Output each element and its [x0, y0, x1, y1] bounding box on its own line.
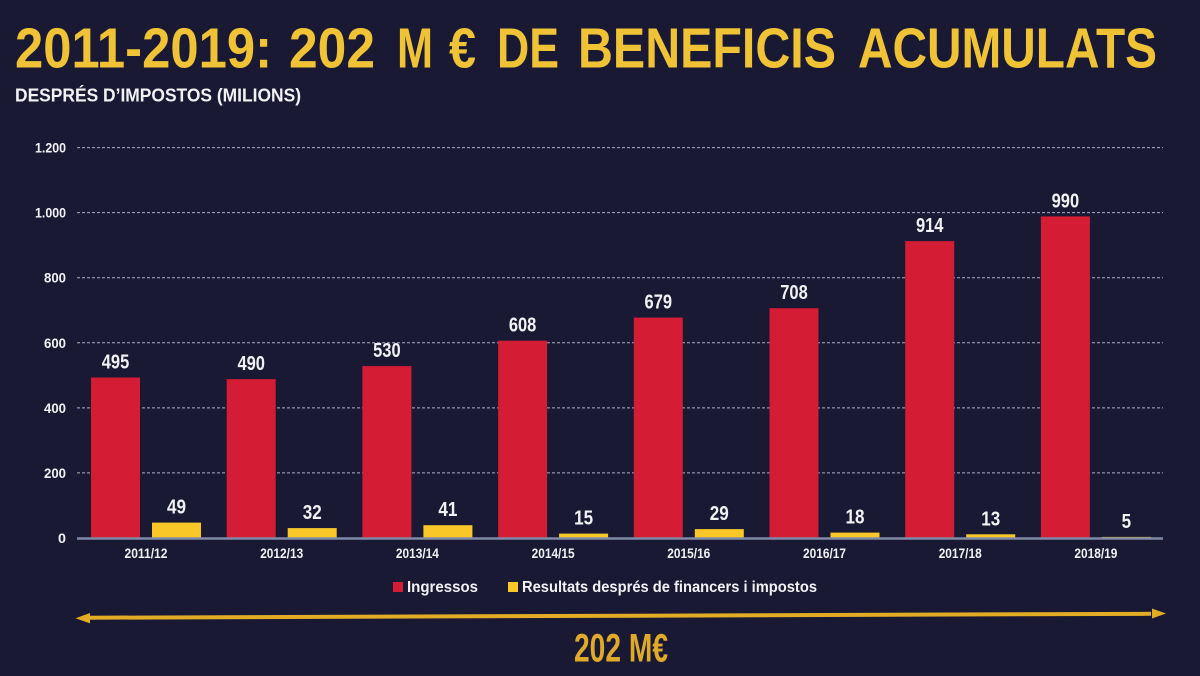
svg-text:2012/13: 2012/13 — [260, 545, 303, 561]
svg-text:Resultats després de financers: Resultats després de financers i imposto… — [522, 579, 817, 596]
svg-text:2017/18: 2017/18 — [939, 545, 982, 561]
svg-text:530: 530 — [373, 340, 401, 362]
svg-text:32: 32 — [303, 502, 322, 524]
svg-text:€: € — [449, 17, 476, 81]
svg-text:18: 18 — [846, 507, 865, 529]
svg-text:1.200: 1.200 — [35, 140, 66, 156]
svg-text:490: 490 — [237, 353, 265, 375]
svg-text:1.000: 1.000 — [35, 205, 66, 221]
svg-text:13: 13 — [981, 508, 1000, 530]
svg-text:29: 29 — [710, 503, 729, 525]
svg-text:2014/15: 2014/15 — [532, 545, 575, 561]
svg-text:49: 49 — [167, 497, 186, 519]
svg-text:2011-2019:: 2011-2019: — [15, 17, 272, 81]
svg-text:41: 41 — [438, 499, 457, 521]
svg-text:DESPRÉS D’IMPOSTOS (MILIONS): DESPRÉS D’IMPOSTOS (MILIONS) — [15, 85, 301, 106]
svg-text:2015/16: 2015/16 — [667, 545, 710, 561]
svg-text:400: 400 — [44, 400, 66, 416]
svg-text:M: M — [397, 17, 433, 81]
svg-text:0: 0 — [58, 530, 66, 546]
svg-text:2018/19: 2018/19 — [1074, 545, 1117, 561]
svg-text:914: 914 — [916, 215, 944, 237]
svg-text:990: 990 — [1052, 190, 1080, 212]
svg-text:679: 679 — [645, 292, 673, 314]
svg-text:800: 800 — [44, 270, 66, 286]
svg-text:BENEFICIS: BENEFICIS — [578, 17, 836, 81]
svg-text:495: 495 — [102, 352, 130, 374]
svg-text:ACUMULATS: ACUMULATS — [858, 17, 1157, 81]
svg-text:200: 200 — [44, 465, 66, 481]
svg-text:DE: DE — [497, 17, 559, 81]
svg-text:202: 202 — [289, 17, 375, 81]
svg-text:600: 600 — [44, 335, 66, 351]
svg-text:2016/17: 2016/17 — [803, 545, 846, 561]
svg-text:Ingressos: Ingressos — [407, 579, 478, 596]
svg-text:2013/14: 2013/14 — [396, 545, 439, 561]
svg-text:2011/12: 2011/12 — [125, 545, 168, 561]
svg-text:708: 708 — [780, 282, 808, 304]
svg-text:5: 5 — [1122, 511, 1132, 533]
svg-text:608: 608 — [509, 315, 537, 337]
svg-text:15: 15 — [574, 508, 593, 530]
svg-text:202 M€: 202 M€ — [574, 627, 668, 671]
